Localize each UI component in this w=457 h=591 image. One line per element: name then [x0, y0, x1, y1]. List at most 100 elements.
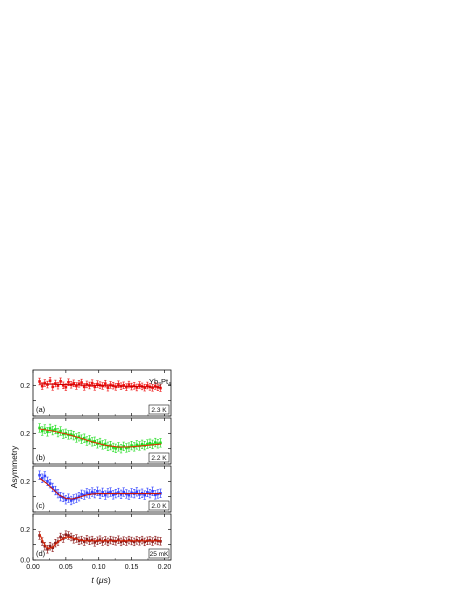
- data-point: [119, 540, 123, 544]
- data-point: [38, 534, 41, 537]
- data-point: [75, 436, 78, 440]
- data-point: [109, 538, 112, 542]
- data-point: [93, 440, 97, 443]
- y-tick-label: 0.2: [20, 479, 30, 486]
- data-point: [46, 480, 49, 483]
- data-point: [48, 544, 52, 548]
- data-point: [48, 482, 52, 485]
- data-point: [85, 439, 89, 443]
- data-point: [127, 538, 131, 542]
- data-point: [64, 498, 68, 502]
- data-point: [127, 493, 131, 497]
- data-point: [46, 547, 49, 551]
- data-point: [153, 441, 157, 444]
- data-point: [103, 442, 107, 446]
- data-point: [40, 540, 44, 543]
- data-point: [85, 383, 89, 386]
- data-point: [106, 540, 110, 544]
- temperature-label: 25 mK: [150, 551, 169, 558]
- data-point: [146, 384, 149, 387]
- data-point: [98, 441, 102, 444]
- plot-frame: [32, 465, 172, 513]
- data-point: [135, 443, 139, 447]
- data-point: [98, 538, 102, 542]
- data-point: [140, 538, 144, 542]
- plot-frame: [32, 417, 172, 465]
- data-point: [148, 442, 152, 445]
- data-point: [56, 384, 60, 387]
- data-point: [38, 380, 41, 383]
- y-axis-label: Asymmetry: [9, 445, 19, 488]
- data-point: [43, 544, 47, 548]
- data-point: [51, 385, 55, 389]
- data-point: [61, 384, 65, 387]
- data-point: [67, 534, 70, 537]
- panel-a: 0.2 (a) 2.3 K: [20, 369, 172, 417]
- panel-c: 0.2 (c) 2.0 K: [20, 465, 172, 513]
- data-point: [69, 433, 73, 436]
- panel-label: (a): [36, 405, 46, 414]
- data-point: [151, 386, 154, 390]
- panels: 0.2 (a) 2.3 K 0.2 (b) 2.2 K 0.2 (c) 2.0 K 0.0 0.2 (…: [20, 369, 172, 571]
- plot-frame: [32, 369, 172, 417]
- data-point: [59, 535, 62, 539]
- compound-label: Yb3Pt4: [149, 377, 171, 388]
- x-tick-label: 0.10: [92, 564, 106, 571]
- data-point: [96, 490, 99, 493]
- data-point: [135, 386, 139, 389]
- temperature-box: [148, 452, 170, 463]
- data-point: [109, 490, 112, 494]
- data-point: [85, 491, 89, 495]
- panel-b: 0.2 (b) 2.2 K: [20, 417, 172, 465]
- data-point: [106, 445, 110, 448]
- data-point: [122, 445, 125, 448]
- data-point: [40, 476, 44, 480]
- data-point: [109, 383, 112, 387]
- data-point: [38, 426, 41, 430]
- data-point: [138, 383, 141, 387]
- panel-label: (b): [36, 453, 46, 462]
- temperature-label: 2.3 K: [151, 407, 167, 414]
- temperature-box: [148, 548, 170, 559]
- data-point: [69, 535, 73, 539]
- x-axis-unit: μs: [98, 575, 109, 585]
- data-point: [54, 489, 57, 492]
- data-point: [43, 381, 47, 385]
- temperature-label: 2.2 K: [151, 455, 167, 462]
- data-point: [117, 491, 120, 494]
- data-point: [151, 540, 154, 543]
- data-point: [98, 493, 102, 496]
- data-point: [103, 493, 107, 497]
- data-point: [64, 533, 68, 536]
- data-point: [127, 383, 131, 386]
- data-point: [114, 385, 118, 389]
- data-point: [43, 427, 47, 431]
- data-point: [111, 493, 115, 497]
- x-axis-label: t (μs): [91, 575, 111, 585]
- panel-label: (c): [36, 501, 45, 510]
- temperature-label: 2.0 K: [151, 503, 167, 510]
- data-point: [46, 430, 49, 434]
- data-point: [43, 474, 47, 478]
- data-point: [146, 491, 149, 494]
- data-point: [40, 384, 44, 388]
- data-point: [140, 443, 144, 446]
- data-point: [143, 386, 147, 389]
- data-point: [159, 441, 162, 445]
- data-point: [88, 438, 91, 442]
- y-tick-label: 0.2: [20, 431, 30, 438]
- data-point: [82, 540, 86, 543]
- data-point: [135, 490, 139, 494]
- data-point: [159, 386, 162, 390]
- data-point: [80, 437, 83, 441]
- data-point: [93, 385, 97, 389]
- data-point: [106, 491, 110, 495]
- data-point: [151, 490, 154, 493]
- fit-curve: [39, 383, 162, 388]
- data-point: [59, 380, 62, 383]
- data-point: [96, 382, 99, 386]
- data-point: [82, 436, 86, 440]
- data-point: [48, 379, 52, 383]
- data-point: [125, 540, 128, 543]
